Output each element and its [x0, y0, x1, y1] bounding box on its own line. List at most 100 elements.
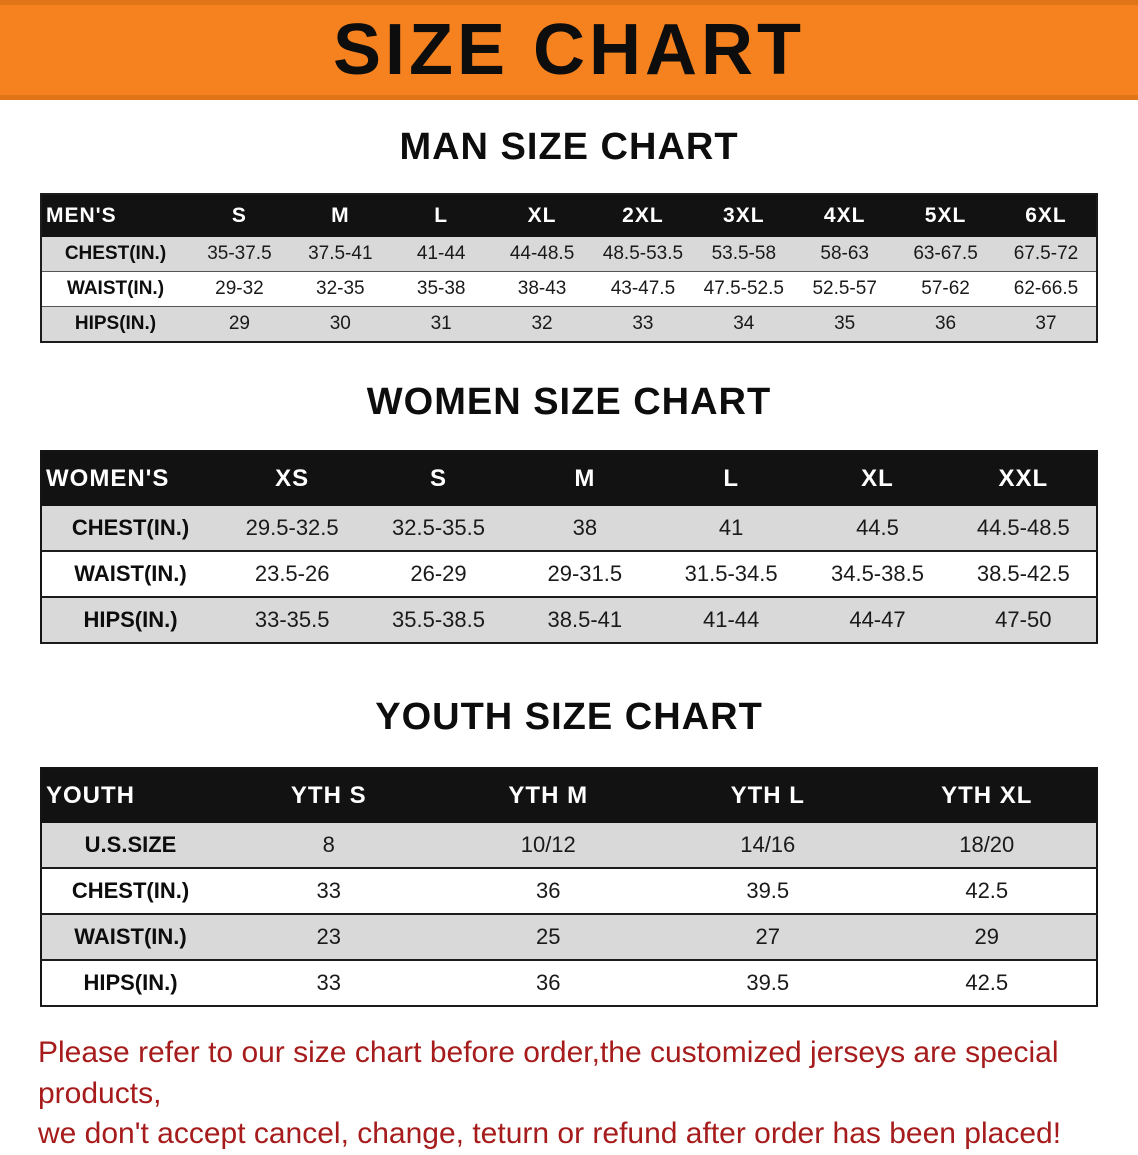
- size-value: 39.5: [658, 868, 878, 915]
- row-label: HIPS(IN.): [41, 960, 219, 1007]
- size-value: 41-44: [390, 237, 492, 272]
- size-value: 63-67.5: [895, 237, 996, 272]
- size-value: 33: [592, 306, 694, 343]
- size-value: 33-35.5: [219, 597, 366, 644]
- size-value: 30: [289, 306, 391, 343]
- size-column-header: XS: [219, 451, 366, 506]
- size-column-header: 4XL: [794, 194, 896, 237]
- table-row: HIPS(IN.) 33-35.5 35.5-38.5 38.5-41 41-44 44-…: [41, 597, 1097, 644]
- size-value: 37.5-41: [289, 237, 391, 272]
- size-value: 33: [219, 960, 439, 1007]
- row-label: WAIST(IN.): [41, 551, 219, 598]
- size-value: 39.5: [658, 960, 878, 1007]
- size-value: 33: [219, 868, 439, 915]
- size-chart-banner: SIZE CHART: [0, 0, 1138, 100]
- women-size-section: WOMEN SIZE CHART WOMEN'S XS S M L XL XXL CHEST(…: [0, 381, 1138, 644]
- size-value: 38.5-41: [511, 597, 658, 644]
- size-value: 52.5-57: [794, 271, 896, 307]
- size-value: 38.5-42.5: [950, 551, 1097, 598]
- size-value: 42.5: [877, 960, 1097, 1007]
- size-value: 38-43: [491, 271, 593, 307]
- size-value: 29.5-32.5: [219, 506, 366, 552]
- size-column-header: L: [390, 194, 492, 237]
- size-value: 36: [438, 960, 658, 1007]
- size-value: 31: [390, 306, 492, 343]
- size-value: 23: [219, 914, 439, 961]
- disclaimer-text: Please refer to our size chart before or…: [38, 1033, 1100, 1155]
- row-label: WAIST(IN.): [41, 271, 189, 307]
- size-value: 48.5-53.5: [592, 237, 694, 272]
- size-value: 32-35: [289, 271, 391, 307]
- size-column-header: M: [511, 451, 658, 506]
- size-value: 41-44: [657, 597, 805, 644]
- size-value: 58-63: [794, 237, 896, 272]
- table-corner-label: MEN'S: [41, 194, 189, 237]
- table-corner-label: YOUTH: [41, 768, 219, 823]
- size-column-header: 3XL: [693, 194, 795, 237]
- size-column-header: XXL: [950, 451, 1097, 506]
- table-header-row: WOMEN'S XS S M L XL XXL: [41, 451, 1097, 506]
- men-chart-heading: MAN SIZE CHART: [399, 126, 739, 168]
- table-row: HIPS(IN.) 33 36 39.5 42.5: [41, 960, 1097, 1007]
- men-size-section: MAN SIZE CHART MEN'S S M L XL 2XL 3XL 4XL 5XL 6XL…: [0, 126, 1138, 343]
- size-column-header: L: [657, 451, 805, 506]
- disclaimer-line-2: we don't accept cancel, change, teturn o…: [38, 1117, 1062, 1150]
- size-value: 34.5-38.5: [804, 551, 951, 598]
- size-value: 44.5-48.5: [950, 506, 1097, 552]
- row-label: CHEST(IN.): [41, 868, 219, 915]
- row-label: HIPS(IN.): [41, 306, 189, 343]
- size-column-header: M: [289, 194, 391, 237]
- size-value: 38: [511, 506, 658, 552]
- size-value: 32.5-35.5: [365, 506, 512, 552]
- size-value: 36: [438, 868, 658, 915]
- size-value: 62-66.5: [996, 271, 1097, 307]
- youth-chart-heading: YOUTH SIZE CHART: [375, 696, 763, 738]
- table-row: CHEST(IN.) 35-37.5 37.5-41 41-44 44-48.5 48.5…: [41, 237, 1097, 272]
- youth-size-table: YOUTH YTH S YTH M YTH L YTH XL U.S.SIZE 8 10/12…: [40, 767, 1098, 1007]
- size-value: 43-47.5: [592, 271, 694, 307]
- size-value: 35-38: [390, 271, 492, 307]
- size-value: 23.5-26: [219, 551, 366, 598]
- size-value: 35: [794, 306, 896, 343]
- size-value: 44-48.5: [491, 237, 593, 272]
- size-value: 36: [895, 306, 996, 343]
- size-value: 41: [657, 506, 805, 552]
- size-column-header: 2XL: [592, 194, 694, 237]
- row-label: HIPS(IN.): [41, 597, 219, 644]
- banner-title: SIZE CHART: [333, 10, 805, 90]
- women-chart-heading: WOMEN SIZE CHART: [366, 381, 772, 423]
- table-row: U.S.SIZE 8 10/12 14/16 18/20: [41, 823, 1097, 869]
- size-column-header: YTH XL: [877, 768, 1097, 823]
- size-value: 35.5-38.5: [365, 597, 512, 644]
- size-value: 31.5-34.5: [657, 551, 805, 598]
- size-value: 27: [658, 914, 878, 961]
- size-value: 44-47: [804, 597, 951, 644]
- size-value: 29: [877, 914, 1097, 961]
- size-column-header: 5XL: [895, 194, 996, 237]
- youth-size-section: YOUTH SIZE CHART YOUTH YTH S YTH M YTH L YTH…: [0, 696, 1138, 1007]
- size-column-header: S: [365, 451, 512, 506]
- size-value: 67.5-72: [996, 237, 1097, 272]
- row-label: CHEST(IN.): [41, 237, 189, 272]
- table-row: WAIST(IN.) 23 25 27 29: [41, 914, 1097, 961]
- table-row: WAIST(IN.) 23.5-26 26-29 29-31.5 31.5-34.5 34…: [41, 551, 1097, 598]
- size-value: 35-37.5: [189, 237, 290, 272]
- size-value: 18/20: [877, 823, 1097, 869]
- size-value: 25: [438, 914, 658, 961]
- table-row: CHEST(IN.) 29.5-32.5 32.5-35.5 38 41 44.5 44.5…: [41, 506, 1097, 552]
- size-column-header: YTH M: [438, 768, 658, 823]
- table-row: HIPS(IN.) 29 30 31 32 33 34 35 36 37: [41, 306, 1097, 343]
- size-value: 8: [219, 823, 439, 869]
- row-label: WAIST(IN.): [41, 914, 219, 961]
- size-column-header: XL: [804, 451, 951, 506]
- size-value: 14/16: [658, 823, 878, 869]
- disclaimer-line-1: Please refer to our size chart before or…: [38, 1036, 1059, 1110]
- table-header-row: MEN'S S M L XL 2XL 3XL 4XL 5XL 6XL: [41, 194, 1097, 237]
- size-column-header: YTH L: [658, 768, 878, 823]
- table-row: WAIST(IN.) 29-32 32-35 35-38 38-43 43-47.5 47.…: [41, 271, 1097, 307]
- table-row: CHEST(IN.) 33 36 39.5 42.5: [41, 868, 1097, 915]
- size-value: 29-32: [189, 271, 290, 307]
- table-header-row: YOUTH YTH S YTH M YTH L YTH XL: [41, 768, 1097, 823]
- size-value: 42.5: [877, 868, 1097, 915]
